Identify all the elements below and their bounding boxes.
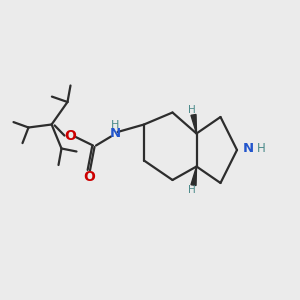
- Polygon shape: [191, 167, 196, 185]
- Text: H: H: [188, 105, 196, 115]
- Text: H: H: [256, 142, 265, 155]
- Text: O: O: [64, 130, 76, 143]
- Text: N: N: [243, 142, 254, 155]
- Polygon shape: [191, 115, 196, 134]
- Text: H: H: [188, 185, 196, 195]
- Text: O: O: [83, 170, 95, 184]
- Text: H: H: [110, 119, 119, 130]
- Text: N: N: [110, 127, 121, 140]
